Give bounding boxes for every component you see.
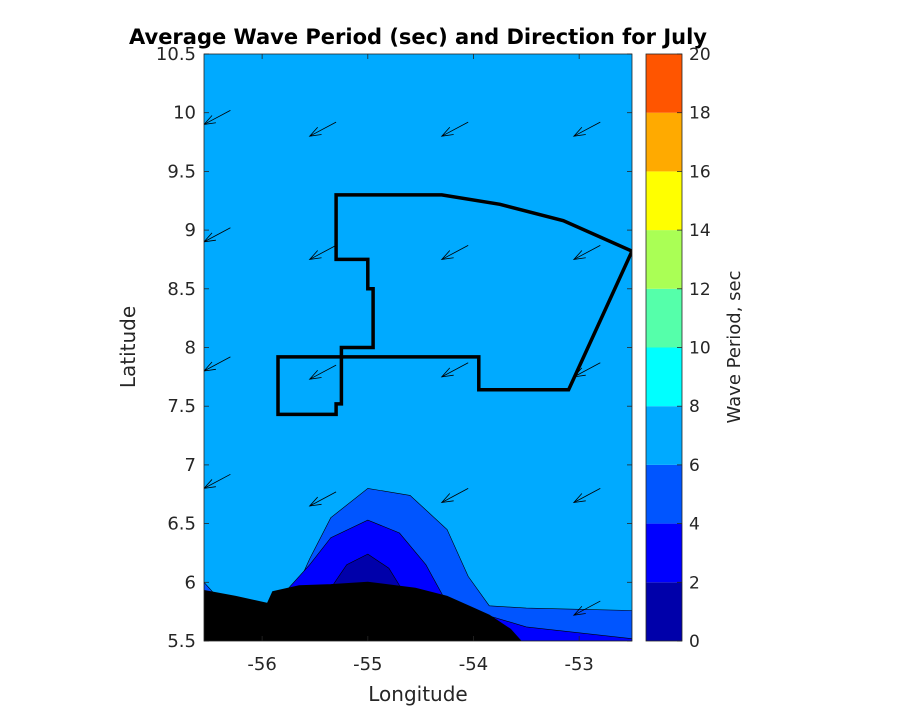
y-tick-label: 9.5 — [167, 161, 196, 182]
x-tick-label: -55 — [353, 654, 382, 675]
colorbar-tick-label: 10 — [689, 339, 711, 359]
chart-title: Average Wave Period (sec) and Direction … — [129, 25, 707, 49]
direction-arrows — [204, 109, 601, 628]
y-tick-label: 8 — [185, 338, 196, 359]
direction-arrow — [440, 612, 469, 628]
plot-area — [203, 53, 633, 642]
y-tick-label: 6.5 — [167, 514, 196, 535]
boundary-block-polygon — [276, 193, 632, 417]
direction-arrow — [204, 227, 231, 243]
colorbar-swatch — [646, 54, 682, 113]
direction-arrow — [204, 356, 231, 372]
y-tick-label: 7.5 — [167, 396, 196, 417]
colorbar-tick-label: 12 — [689, 280, 711, 300]
y-tick-label: 5.5 — [167, 631, 196, 652]
direction-arrow — [572, 488, 601, 504]
direction-arrow — [572, 245, 601, 260]
colorbar: 0 2 4 6 8 10 12 14 16 18 20 Wave Period, sec — [645, 45, 745, 652]
x-axis: -56 -55 -54 -53 — [247, 54, 594, 675]
direction-arrow — [440, 121, 469, 137]
direction-arrow — [440, 488, 469, 504]
direction-arrow — [440, 245, 469, 260]
colorbar-tick-label: 14 — [689, 221, 711, 241]
colorbar-swatch — [646, 347, 682, 407]
x-tick-label: -54 — [459, 654, 488, 675]
colorbar-swatch — [646, 230, 682, 289]
y-axis: 5.5 6 6.5 7 7.5 8 8.5 9 9.5 10 10.5 — [156, 44, 632, 652]
land-layer — [204, 581, 522, 641]
colorbar-swatch — [646, 288, 682, 348]
colorbar-swatches — [646, 54, 682, 641]
x-axis-label: Longitude — [368, 682, 467, 706]
colorbar-tick-label: 18 — [689, 104, 711, 124]
direction-arrow — [204, 473, 231, 489]
y-axis-label: Latitude — [116, 306, 140, 388]
direction-arrow — [308, 612, 337, 628]
colorbar-tick-label: 0 — [689, 632, 700, 652]
y-tick-label: 7 — [185, 455, 196, 476]
direction-arrow — [308, 245, 337, 260]
y-tick-label: 8.5 — [167, 279, 196, 300]
y-tick-label: 10.5 — [156, 44, 196, 65]
colorbar-ticks: 0 2 4 6 8 10 12 14 16 18 20 — [677, 45, 711, 652]
direction-arrow — [440, 362, 469, 378]
direction-arrow — [204, 109, 231, 125]
colorbar-tick-label: 20 — [689, 45, 711, 65]
colorbar-tick-label: 2 — [689, 573, 700, 593]
colorbar-swatch — [646, 171, 682, 231]
colorbar-tick-label: 16 — [689, 162, 711, 182]
colorbar-label: Wave Period, sec — [724, 270, 745, 423]
y-tick-label: 10 — [173, 103, 196, 124]
direction-arrow — [572, 600, 601, 616]
direction-arrow — [572, 121, 601, 137]
boundary-layer — [276, 193, 632, 417]
colorbar-tick-label: 8 — [689, 397, 700, 417]
direction-arrow — [308, 491, 337, 507]
y-tick-label: 9 — [185, 220, 196, 241]
land-coastline — [204, 581, 522, 641]
direction-arrow — [308, 121, 337, 137]
colorbar-tick-label: 6 — [689, 456, 700, 476]
colorbar-swatch — [646, 582, 682, 641]
colorbar-swatch — [646, 523, 682, 583]
colorbar-swatch — [646, 406, 682, 465]
colorbar-swatch — [646, 112, 682, 172]
colorbar-tick-label: 4 — [689, 515, 700, 535]
y-tick-label: 6 — [185, 572, 196, 593]
direction-arrow — [572, 362, 601, 378]
direction-arrow — [308, 364, 337, 380]
x-tick-label: -56 — [247, 654, 276, 675]
x-tick-label: -53 — [564, 654, 593, 675]
direction-arrow — [204, 597, 231, 613]
colorbar-swatch — [646, 464, 682, 524]
